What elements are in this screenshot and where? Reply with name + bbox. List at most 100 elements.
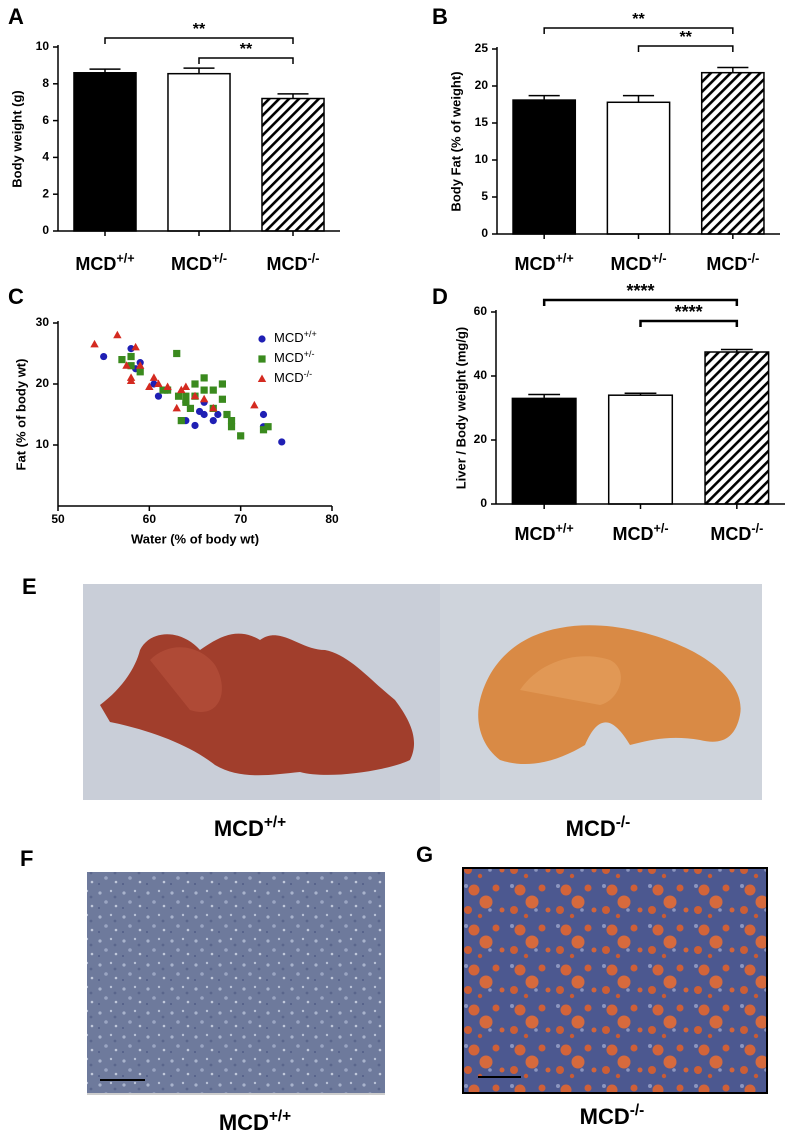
x-tick-label: MCD+/- [610, 252, 666, 274]
point [177, 385, 186, 394]
bar [261, 97, 325, 232]
x-tick-label: MCD+/+ [75, 252, 134, 274]
caption: MCD+/+ [214, 814, 286, 841]
bar [704, 351, 770, 505]
point [218, 395, 226, 403]
point [136, 361, 145, 369]
point [174, 392, 183, 400]
point [177, 417, 185, 425]
point [182, 398, 190, 406]
y-axis-label: Body Fat (% of weight) [448, 71, 463, 211]
point [186, 404, 195, 412]
point [182, 392, 190, 400]
y-tick-label: 30 [36, 315, 50, 329]
y-tick-label: 4 [42, 150, 49, 164]
y-tick-label: 20 [36, 376, 50, 390]
x-tick-label: MCD-/- [710, 522, 763, 544]
point [181, 382, 191, 391]
point [118, 356, 126, 364]
bar [511, 397, 577, 505]
point [259, 410, 268, 419]
y-tick-label: 10 [475, 152, 489, 166]
significance-label: ** [679, 29, 692, 46]
histology-image [87, 872, 385, 1093]
point [113, 330, 122, 339]
y-tick-label: 2 [42, 186, 49, 200]
panel-label: F [20, 846, 33, 871]
x-tick-label: MCD-/- [267, 252, 320, 274]
bar [167, 72, 231, 232]
point [223, 410, 231, 419]
bar [606, 101, 671, 235]
point [154, 392, 163, 400]
caption: MCD+/+ [219, 1108, 291, 1135]
y-axis-label: Body weight (g) [9, 90, 24, 188]
y-tick-label: 20 [474, 432, 488, 446]
point [127, 352, 135, 361]
x-tick-label: MCD+/+ [515, 522, 574, 544]
bar [73, 72, 137, 232]
point [100, 352, 108, 361]
liver-photo [83, 584, 762, 800]
point [131, 342, 140, 351]
point [200, 386, 208, 394]
y-tick-label: 60 [474, 304, 488, 318]
point [191, 380, 199, 388]
y-axis-label: Fat (% of body wt) [13, 359, 28, 471]
point [264, 423, 272, 431]
bar [607, 394, 674, 505]
panel-label: C [8, 284, 24, 309]
point [90, 339, 99, 348]
point [159, 386, 167, 394]
y-tick-label: 0 [480, 496, 487, 510]
point [278, 438, 286, 446]
point [154, 379, 163, 387]
y-tick-label: 8 [42, 76, 49, 90]
point [209, 417, 217, 425]
point [126, 376, 136, 384]
point [199, 394, 209, 403]
point [122, 361, 131, 369]
point [145, 382, 154, 391]
significance-bracket [542, 298, 739, 306]
point [237, 432, 245, 440]
significance-bracket [637, 45, 734, 52]
significance-bracket [639, 319, 739, 327]
x-tick-label: MCD+/- [171, 252, 227, 274]
significance-label: **** [675, 302, 703, 322]
legend-marker [257, 374, 267, 382]
legend-label: MCD+/+ [274, 329, 317, 345]
y-tick-label: 0 [42, 223, 49, 237]
y-tick-label: 10 [36, 437, 50, 451]
y-axis-label: Liver / Body weight (mg/g) [453, 327, 468, 490]
panel-label: A [8, 4, 24, 29]
caption: MCD-/- [580, 1102, 645, 1129]
point [127, 362, 135, 370]
legend-label: MCD+/- [274, 349, 314, 365]
significance-bracket [198, 57, 294, 64]
point [127, 345, 135, 353]
panel-label: D [432, 284, 448, 309]
significance-label: ** [632, 11, 645, 28]
histology-image [462, 867, 768, 1094]
y-tick-label: 6 [42, 113, 49, 127]
point [214, 410, 222, 419]
panel-label: G [416, 842, 433, 867]
point [164, 386, 172, 394]
significance-label: ** [240, 41, 253, 58]
point [191, 421, 199, 430]
panel-label: B [432, 4, 448, 29]
x-axis-label: Water (% of body wt) [131, 531, 259, 546]
point [250, 400, 259, 409]
y-tick-label: 15 [475, 115, 489, 129]
bar [512, 99, 577, 235]
x-tick-label: 80 [325, 512, 339, 526]
point [163, 382, 172, 391]
caption: MCD-/- [566, 814, 631, 841]
point [200, 374, 208, 382]
x-tick-label: 60 [143, 512, 157, 526]
point [136, 368, 144, 376]
point [209, 403, 218, 412]
y-tick-label: 40 [474, 368, 488, 382]
